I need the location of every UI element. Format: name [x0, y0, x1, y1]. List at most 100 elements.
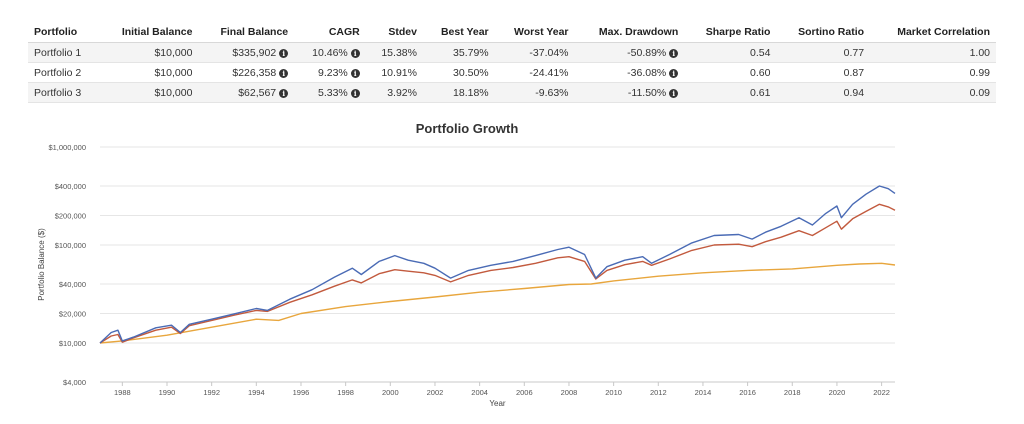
cell-value: 10.46%: [312, 46, 348, 59]
cell-sortino-ratio: 0.77: [776, 42, 871, 63]
x-tick-label: 1998: [337, 388, 354, 397]
cell-initial-balance: $10,000: [99, 62, 199, 83]
cell-final-balance: $335,902 i: [198, 42, 295, 63]
col-header-stdev: Stdev: [365, 22, 423, 43]
x-tick-label: 2012: [650, 388, 667, 397]
cell-value: -11.50%: [627, 86, 667, 99]
cell-portfolio-name: Portfolio 3: [28, 82, 100, 103]
cell-stdev: 15.38%: [365, 42, 423, 63]
series-line-3: [99, 262, 896, 344]
cell-cagr: 10.46% i: [294, 42, 366, 63]
cell-value: 5.33%: [317, 86, 348, 99]
y-tick-label: $20,000: [59, 310, 86, 319]
info-circle-icon[interactable]: i: [669, 88, 679, 98]
cell-sharpe-ratio: 0.60: [684, 62, 777, 83]
x-tick-label: 2006: [516, 388, 533, 397]
x-tick-label: 2020: [829, 388, 846, 397]
col-header-worst-year: Worst Year: [494, 22, 575, 43]
x-axis-label: Year: [489, 399, 506, 408]
cell-cagr: 9.23% i: [294, 62, 366, 83]
cell-market-correlation: 0.99: [870, 62, 996, 83]
cell-best-year: 18.18%: [422, 82, 495, 103]
cell-max-drawdown: -11.50% i: [574, 82, 685, 103]
cell-worst-year: -24.41%: [494, 62, 575, 83]
y-tick-label: $100,000: [55, 241, 86, 250]
cell-sortino-ratio: 0.94: [776, 82, 871, 103]
cell-sharpe-ratio: 0.54: [684, 42, 777, 63]
x-tick-label: 2008: [561, 388, 578, 397]
cell-portfolio-name: Portfolio 1: [28, 42, 100, 63]
cell-portfolio-name: Portfolio 2: [28, 62, 100, 83]
x-tick-label: 2018: [784, 388, 801, 397]
y-tick-label: $4,000: [63, 378, 86, 387]
series-line-2: [99, 203, 896, 344]
y-axis-ticks: $1,000,000 $400,000 $200,000 $100,000 $40,00…: [48, 143, 86, 387]
info-circle-icon[interactable]: i: [279, 68, 289, 78]
cell-value: $335,902: [232, 46, 277, 59]
portfolio-stats-table: Portfolio Initial Balance Final Balance …: [28, 22, 996, 103]
y-tick-label: $10,000: [59, 339, 86, 348]
table-row: Portfolio 3 $10,000 $62,567 i 5.33% i 3.92…: [28, 82, 996, 103]
chart-title: Portfolio Growth: [416, 121, 519, 136]
x-tick-label: 2002: [427, 388, 444, 397]
cell-stdev: 10.91%: [365, 62, 423, 83]
table-header-row: Portfolio Initial Balance Final Balance …: [28, 22, 996, 43]
cell-value: -50.89%: [627, 46, 667, 59]
grid-lines: [100, 146, 895, 383]
info-circle-icon[interactable]: i: [669, 48, 679, 58]
x-tick-label: 2014: [695, 388, 712, 397]
series-lines: [99, 185, 896, 344]
info-circle-icon[interactable]: i: [279, 88, 289, 98]
cell-stdev: 3.92%: [365, 82, 423, 103]
cell-final-balance: $62,567 i: [198, 82, 295, 103]
x-tick-label: 2004: [471, 388, 488, 397]
portfolio-growth-chart: Portfolio Growth $1,000,000 $400,000 $200,…: [37, 121, 896, 408]
info-circle-icon[interactable]: i: [279, 48, 289, 58]
y-axis-label: Portfolio Balance ($): [37, 228, 46, 301]
x-tick-label: 2000: [382, 388, 399, 397]
y-tick-label: $400,000: [55, 182, 86, 191]
cell-value: $62,567: [238, 86, 277, 99]
col-header-portfolio: Portfolio: [28, 22, 100, 43]
info-circle-icon[interactable]: i: [669, 68, 679, 78]
x-tick-label: 1996: [293, 388, 310, 397]
cell-initial-balance: $10,000: [99, 82, 199, 103]
x-tick-label: 1994: [248, 388, 265, 397]
cell-initial-balance: $10,000: [99, 42, 199, 63]
table-row: Portfolio 2 $10,000 $226,358 i 9.23% i 10.…: [28, 62, 996, 83]
cell-max-drawdown: -36.08% i: [574, 62, 685, 83]
cell-value: $226,358: [232, 66, 277, 79]
cell-max-drawdown: -50.89% i: [574, 42, 685, 63]
cell-value: 9.23%: [317, 66, 348, 79]
x-tick-label: 2010: [605, 388, 622, 397]
col-header-final-balance: Final Balance: [198, 22, 295, 43]
col-header-sharpe-ratio: Sharpe Ratio: [684, 22, 777, 43]
x-axis-ticks: 1988 1990 1992 1994 1996 1998 2000 2002 2004 2006…: [100, 381, 895, 397]
cell-worst-year: -9.63%: [494, 82, 575, 103]
col-header-sortino-ratio: Sortino Ratio: [776, 22, 871, 43]
info-circle-icon[interactable]: i: [350, 48, 360, 58]
cell-worst-year: -37.04%: [494, 42, 575, 63]
cell-best-year: 30.50%: [422, 62, 495, 83]
cell-sortino-ratio: 0.87: [776, 62, 871, 83]
col-header-max-drawdown: Max. Drawdown: [574, 22, 685, 43]
cell-market-correlation: 1.00: [870, 42, 996, 63]
y-tick-label: $40,000: [59, 280, 86, 289]
cell-cagr: 5.33% i: [294, 82, 366, 103]
x-tick-label: 2022: [873, 388, 890, 397]
cell-final-balance: $226,358 i: [198, 62, 295, 83]
cell-market-correlation: 0.09: [870, 82, 996, 103]
info-circle-icon[interactable]: i: [350, 88, 360, 98]
series-line-1: [99, 185, 896, 344]
info-circle-icon[interactable]: i: [350, 68, 360, 78]
col-header-cagr: CAGR: [294, 22, 366, 43]
x-tick-label: 1990: [159, 388, 176, 397]
col-header-market-correlation: Market Correlation: [870, 22, 996, 43]
cell-sharpe-ratio: 0.61: [684, 82, 777, 103]
col-header-initial-balance: Initial Balance: [99, 22, 199, 43]
x-tick-label: 1988: [114, 388, 131, 397]
y-tick-label: $200,000: [55, 211, 86, 220]
x-tick-label: 2016: [739, 388, 756, 397]
col-header-best-year: Best Year: [422, 22, 495, 43]
cell-value: -36.08%: [627, 66, 667, 79]
